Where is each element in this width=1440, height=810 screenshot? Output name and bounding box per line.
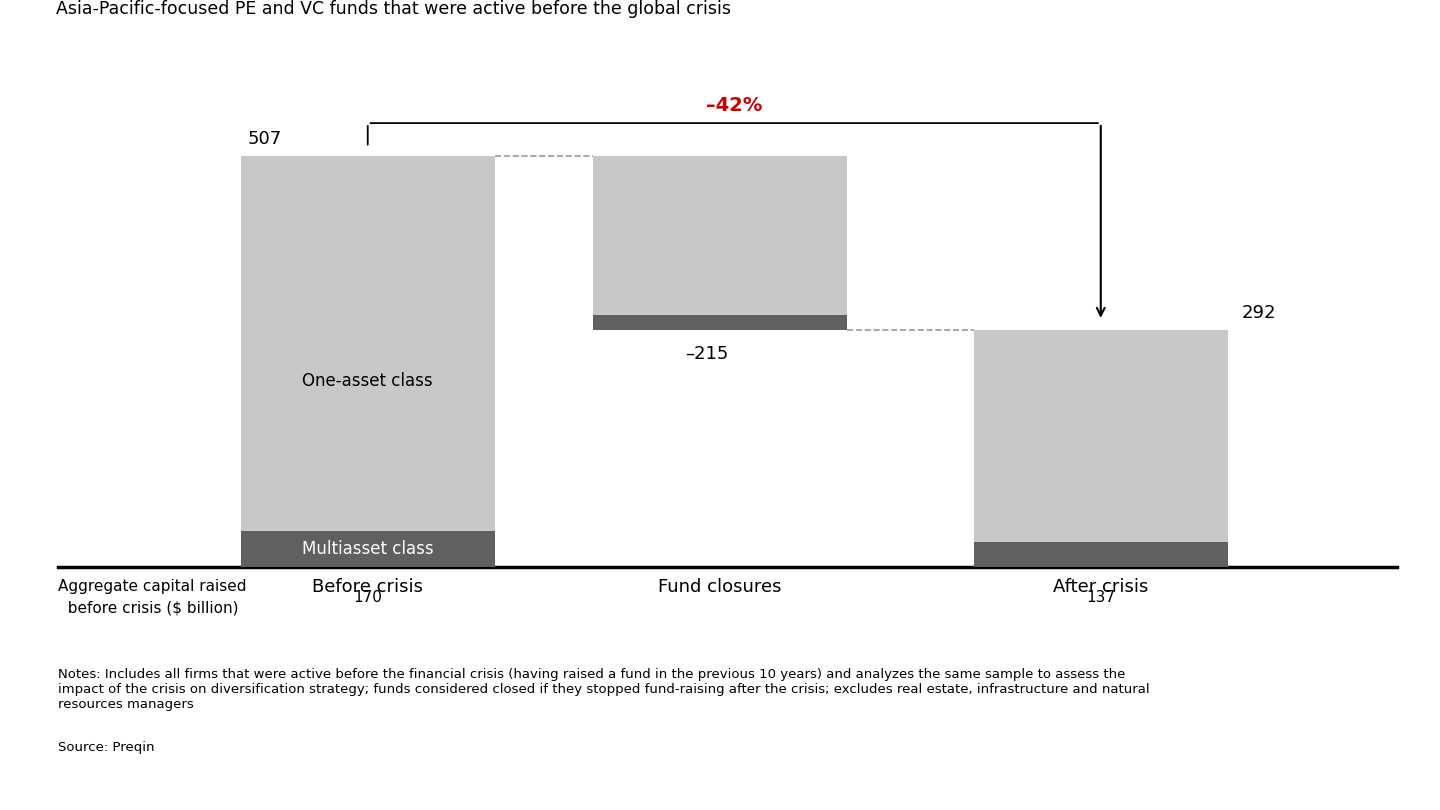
Bar (593, 315, 847, 330)
Bar (973, 330, 1228, 542)
Text: Notes: Includes all firms that were active before the financial crisis (having r: Notes: Includes all firms that were acti… (58, 668, 1149, 711)
Bar (240, 531, 494, 567)
Text: 292: 292 (1241, 305, 1276, 322)
Text: Aggregate capital raised
  before crisis ($ billion): Aggregate capital raised before crisis (… (58, 579, 246, 615)
Text: 170: 170 (353, 590, 382, 605)
Text: –215: –215 (685, 345, 729, 363)
Text: Multiasset class: Multiasset class (302, 540, 433, 558)
Text: 137: 137 (1086, 590, 1116, 605)
Text: Source: Preqin: Source: Preqin (58, 741, 154, 754)
Text: –42%: –42% (706, 96, 762, 115)
Bar (240, 156, 494, 531)
Bar (593, 156, 847, 315)
Text: Asia-Pacific-focused PE and VC funds that were active before the global crisis: Asia-Pacific-focused PE and VC funds tha… (56, 0, 732, 18)
Text: 507: 507 (248, 130, 282, 148)
Bar (973, 542, 1228, 567)
Text: One-asset class: One-asset class (302, 372, 433, 390)
